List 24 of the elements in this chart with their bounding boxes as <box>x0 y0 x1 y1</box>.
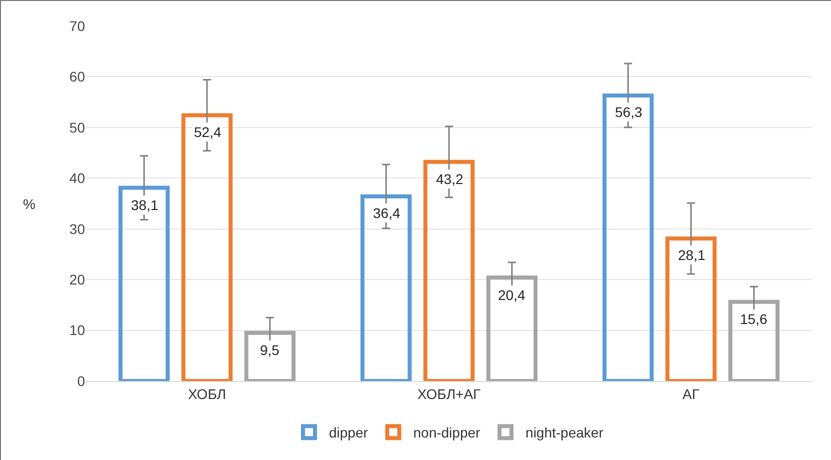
y-tick-label: 50 <box>69 119 86 136</box>
data-label: 52,4 <box>194 124 222 140</box>
y-tick-label: 20 <box>69 271 86 288</box>
y-tick-label: 0 <box>77 372 86 389</box>
data-label: 38,1 <box>131 197 158 213</box>
y-axis-title: % <box>23 196 36 212</box>
data-label: 20,4 <box>498 287 526 303</box>
y-tick-label: 60 <box>69 68 86 85</box>
legend-label: dipper <box>329 424 368 441</box>
data-label: 15,6 <box>740 311 768 327</box>
data-label: 28,1 <box>678 247 706 263</box>
legend-label: night-peaker <box>526 424 604 441</box>
y-tick-label: 70 <box>69 18 86 34</box>
data-label: 56,3 <box>615 104 642 120</box>
legend-label: non-dipper <box>413 424 481 441</box>
y-tick-label: 10 <box>69 322 86 338</box>
data-label: 43,2 <box>436 171 464 187</box>
y-tick-label: 30 <box>69 220 86 237</box>
x-tick-label: ХОБЛ <box>188 386 226 402</box>
y-tick-label: 40 <box>69 170 86 186</box>
data-label: 9,5 <box>260 342 280 358</box>
x-tick-label: ХОБЛ+АГ <box>417 386 482 402</box>
data-label: 36,4 <box>373 205 400 221</box>
x-tick-label: АГ <box>682 386 700 402</box>
